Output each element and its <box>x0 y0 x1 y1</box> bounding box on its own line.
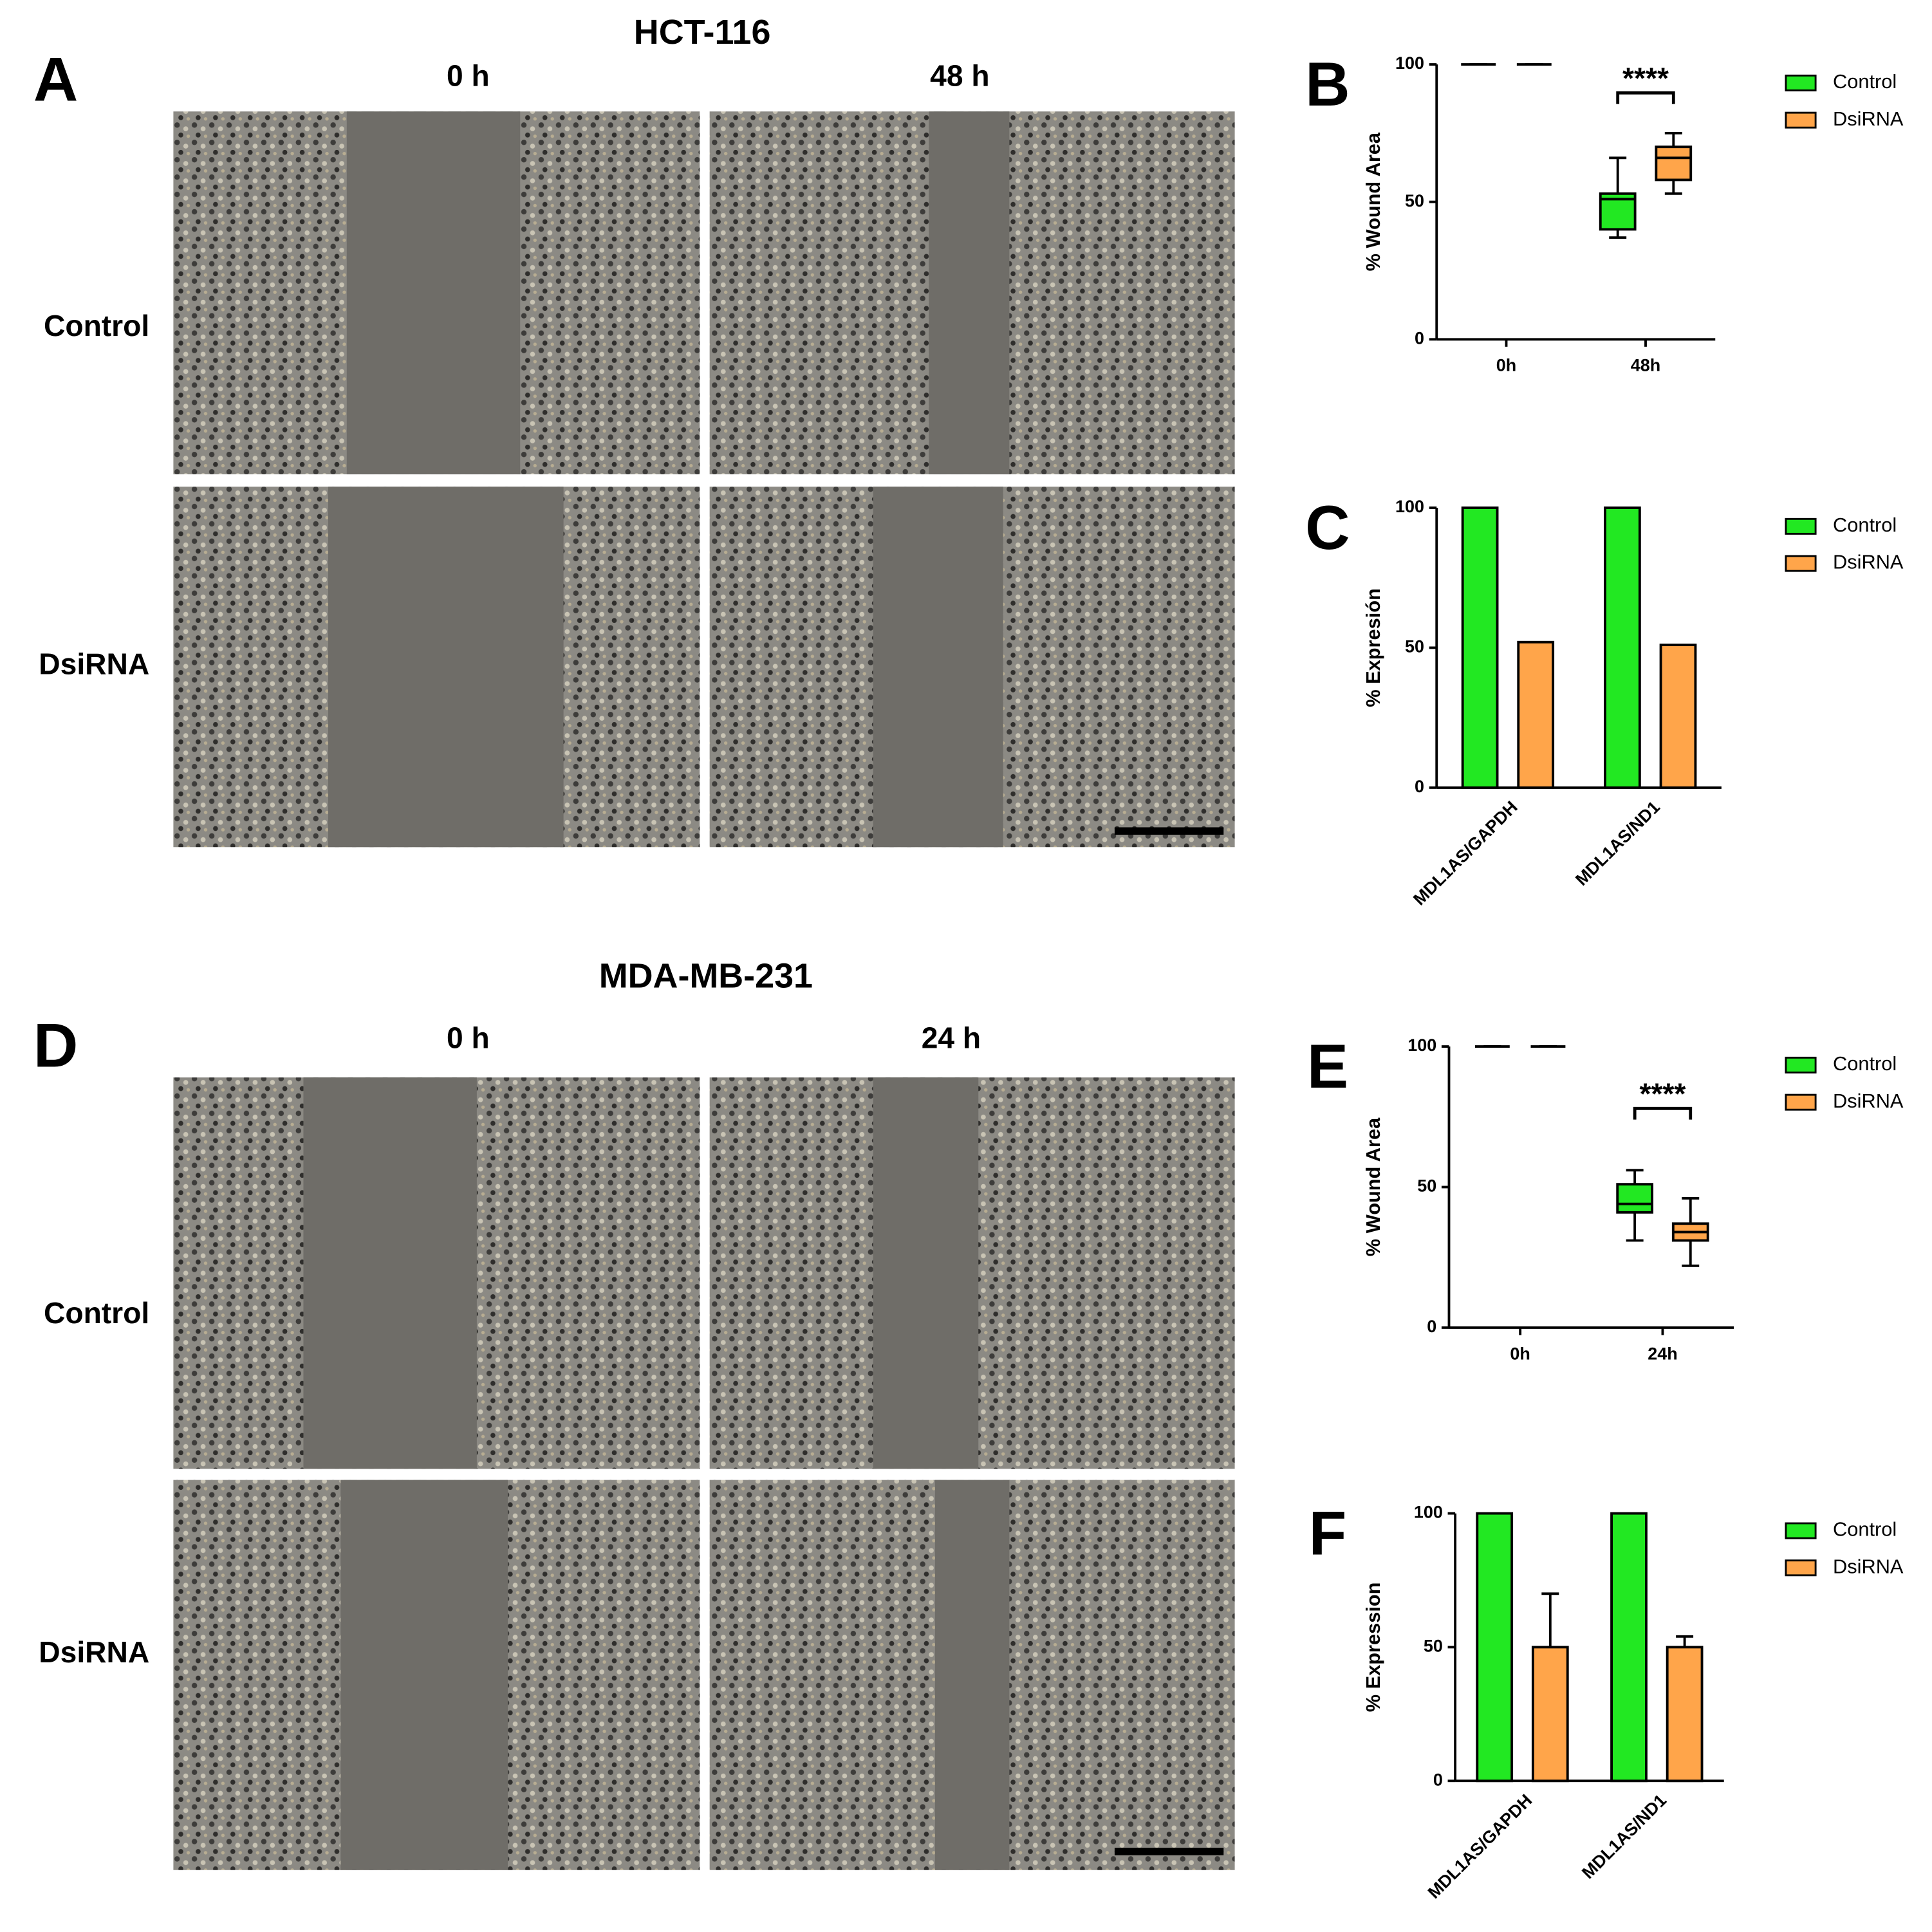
x-tick-label: MDL1AS/GAPDH <box>1424 1790 1536 1902</box>
bar <box>1461 506 1499 789</box>
panel-letter: F <box>1309 1499 1347 1568</box>
row-label: DsiRNA <box>39 647 149 681</box>
bar <box>1531 1646 1569 1783</box>
legend-label: Control <box>1833 1052 1897 1075</box>
micrograph <box>173 487 700 848</box>
y-axis-label: % Wound Area <box>1362 1117 1384 1256</box>
bar <box>1666 1646 1704 1783</box>
panel-title: HCT-116 <box>634 13 771 51</box>
legend-swatch <box>1785 1522 1817 1539</box>
legend-swatch <box>1785 111 1817 129</box>
bar <box>1604 506 1641 789</box>
legend-label: Control <box>1833 70 1897 93</box>
column-label: 0 h <box>447 59 490 92</box>
column-label: 48 h <box>930 59 989 92</box>
panel-letter: B <box>1305 50 1350 119</box>
y-tick-label: 50 <box>1424 1637 1443 1656</box>
panel-letter: A <box>33 45 78 114</box>
y-tick-label: 50 <box>1405 191 1424 210</box>
box <box>1655 145 1693 181</box>
y-tick-label: 0 <box>1427 1317 1436 1336</box>
x-tick-label: 48h <box>1631 356 1660 375</box>
column-label: 24 h <box>922 1021 981 1055</box>
y-tick-label: 100 <box>1395 497 1424 516</box>
y-axis-label: % Expresión <box>1362 588 1384 707</box>
box <box>1616 1183 1654 1214</box>
panel-letter: D <box>33 1011 78 1080</box>
legend-label: Control <box>1833 1518 1897 1541</box>
y-tick-label: 100 <box>1414 1503 1443 1522</box>
micrograph <box>709 1077 1235 1469</box>
scale-bar <box>1114 827 1224 835</box>
legend-label: DsiRNA <box>1833 107 1904 130</box>
scale-bar <box>1114 1848 1224 1855</box>
y-tick-label: 100 <box>1407 1036 1436 1055</box>
bar <box>1476 1512 1514 1783</box>
legend-label: DsiRNA <box>1833 551 1904 573</box>
y-tick-label: 50 <box>1405 637 1424 656</box>
bar <box>1517 640 1555 789</box>
x-tick-label: MDL1AS/GAPDH <box>1409 797 1521 909</box>
micrograph <box>173 111 700 475</box>
legend-label: Control <box>1833 514 1897 536</box>
legend-swatch <box>1785 517 1817 535</box>
y-tick-label: 0 <box>1433 1770 1443 1789</box>
legend-swatch <box>1785 1056 1817 1073</box>
micrograph <box>709 111 1235 475</box>
row-label: DsiRNA <box>39 1635 149 1669</box>
micrograph <box>173 1077 700 1469</box>
y-tick-label: 100 <box>1395 53 1424 73</box>
panel-title: MDA-MB-231 <box>599 956 813 995</box>
row-label: Control <box>44 1296 149 1330</box>
column-label: 0 h <box>447 1021 490 1055</box>
legend-swatch <box>1785 1093 1817 1111</box>
significance-label: **** <box>1622 61 1669 95</box>
legend-swatch <box>1785 1559 1817 1577</box>
x-tick-label: 0h <box>1510 1344 1530 1363</box>
significance-bracket <box>1616 91 1675 104</box>
y-tick-label: 50 <box>1417 1176 1436 1196</box>
legend-label: DsiRNA <box>1833 1555 1904 1577</box>
bar <box>1659 644 1697 789</box>
significance-bracket <box>1633 1106 1693 1120</box>
x-tick-label: MDL1AS/ND1 <box>1572 797 1664 889</box>
legend-label: DsiRNA <box>1833 1090 1904 1112</box>
x-tick-label: 24h <box>1648 1344 1677 1363</box>
y-tick-label: 0 <box>1415 777 1424 796</box>
micrograph <box>709 487 1235 848</box>
panel-letter: E <box>1307 1032 1348 1101</box>
legend-swatch <box>1785 74 1817 91</box>
panel-letter: C <box>1305 494 1350 562</box>
y-axis-label: % Expression <box>1362 1583 1384 1713</box>
legend-swatch <box>1785 555 1817 572</box>
y-tick-label: 0 <box>1415 328 1424 348</box>
micrograph <box>709 1480 1235 1870</box>
row-label: Control <box>44 309 149 342</box>
x-tick-label: 0h <box>1496 356 1516 375</box>
x-tick-label: MDL1AS/ND1 <box>1578 1790 1670 1882</box>
y-axis-label: % Wound Area <box>1362 132 1384 271</box>
significance-label: **** <box>1640 1077 1686 1110</box>
bar <box>1610 1512 1648 1783</box>
micrograph <box>173 1480 700 1870</box>
